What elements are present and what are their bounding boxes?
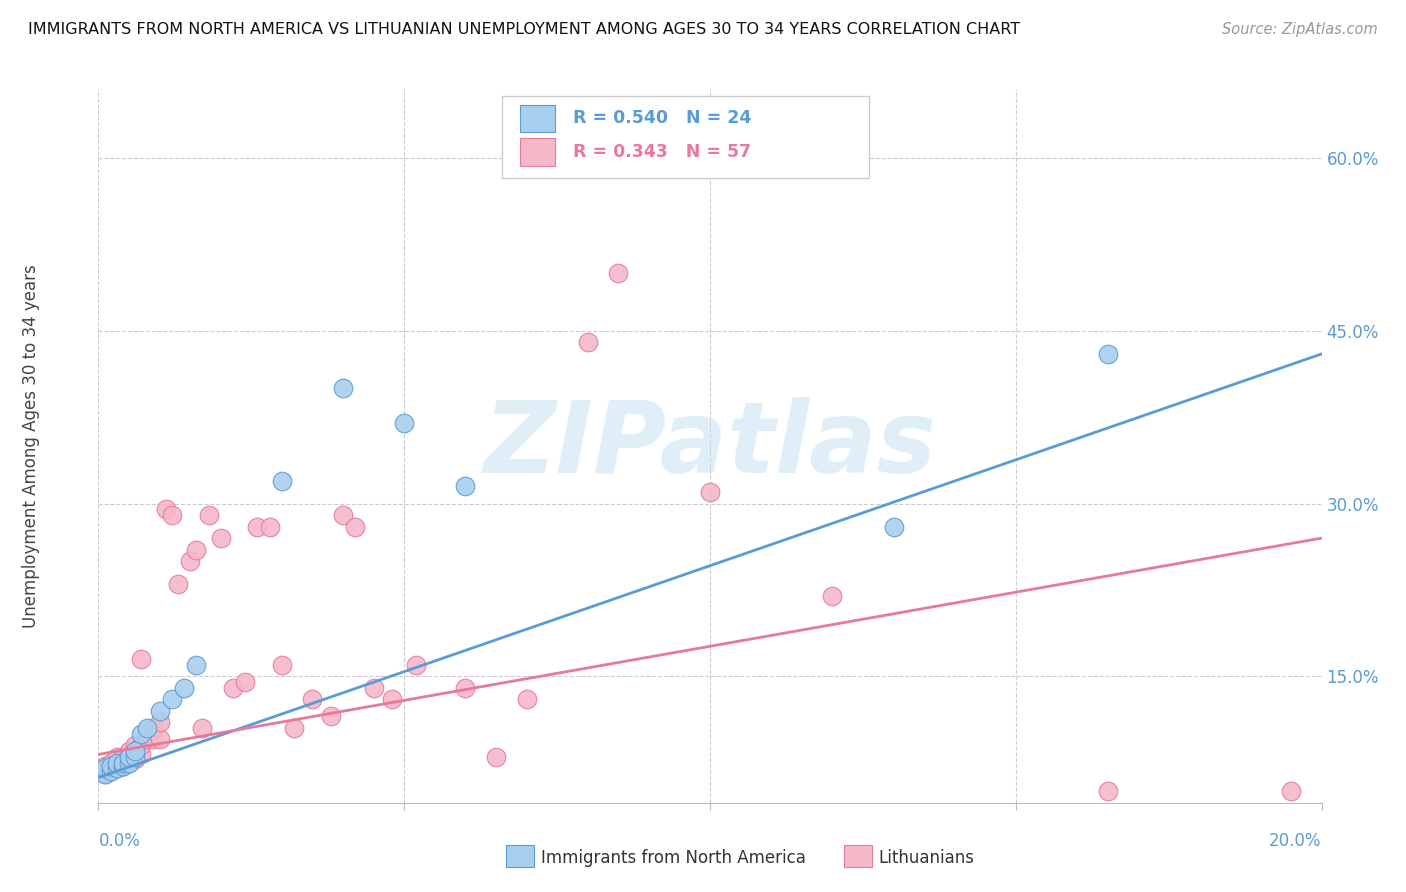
Text: Immigrants from North America: Immigrants from North America [541,849,806,867]
Point [93,759,115,773]
Point [576,335,599,350]
Point [149,715,172,730]
Point [363,681,385,695]
Point [283,721,305,735]
Point [118,744,141,758]
Point [381,692,404,706]
Point [124,747,146,762]
Point [246,519,269,533]
FancyBboxPatch shape [506,845,534,867]
Point [136,732,159,747]
FancyBboxPatch shape [844,845,872,867]
Text: Source: ZipAtlas.com: Source: ZipAtlas.com [1222,22,1378,37]
Point [111,756,134,770]
Point [197,508,219,522]
Point [105,761,128,775]
Point [118,756,141,770]
Point [93,767,115,781]
Point [100,756,122,770]
Text: R = 0.343   N = 57: R = 0.343 N = 57 [574,143,751,161]
Point [111,759,134,773]
Text: Unemployment Among Ages 30 to 34 years: Unemployment Among Ages 30 to 34 years [22,264,41,628]
Point [118,749,141,764]
Point [485,749,508,764]
Point [222,681,245,695]
Point [100,764,122,778]
Point [100,759,122,773]
Point [93,767,115,781]
Text: 0.0%: 0.0% [98,831,141,849]
Point [118,749,141,764]
Point [136,721,159,735]
Point [1097,347,1119,361]
Point [332,508,354,522]
Point [111,759,134,773]
Point [111,749,134,764]
Point [699,485,721,500]
Point [233,675,256,690]
Point [173,681,195,695]
Point [105,756,128,770]
Point [105,749,128,764]
Point [118,756,141,770]
Point [392,416,416,430]
Point [186,542,208,557]
Point [149,704,172,718]
Text: ZIPatlas: ZIPatlas [484,398,936,494]
FancyBboxPatch shape [502,96,869,178]
Text: R = 0.540   N = 24: R = 0.540 N = 24 [574,110,751,128]
Point [100,759,122,773]
Point [124,744,146,758]
Point [301,692,323,706]
Point [124,738,146,752]
Point [883,519,905,533]
Point [259,519,281,533]
Point [160,508,183,522]
Point [155,502,177,516]
Point [454,479,477,493]
FancyBboxPatch shape [520,138,555,166]
Point [1097,784,1119,798]
Point [100,764,122,778]
Point [179,554,201,568]
Point [129,727,152,741]
Point [129,747,152,762]
Point [160,692,183,706]
Point [105,756,128,770]
Point [405,657,427,672]
Point [93,761,115,775]
Point [142,732,165,747]
Point [607,266,630,280]
Point [167,577,190,591]
Point [191,721,214,735]
Point [209,531,232,545]
Text: Lithuanians: Lithuanians [879,849,974,867]
Point [454,681,477,695]
Point [129,652,152,666]
Point [821,589,844,603]
Point [186,657,208,672]
Point [319,709,342,723]
Point [516,692,538,706]
Point [93,761,115,775]
Text: IMMIGRANTS FROM NORTH AMERICA VS LITHUANIAN UNEMPLOYMENT AMONG AGES 30 TO 34 YEA: IMMIGRANTS FROM NORTH AMERICA VS LITHUAN… [28,22,1021,37]
FancyBboxPatch shape [520,105,555,132]
Point [344,519,367,533]
Point [270,474,292,488]
Point [149,732,172,747]
Point [142,721,165,735]
Point [124,752,146,766]
Point [124,749,146,764]
Point [105,761,128,775]
Point [111,756,134,770]
Point [1279,784,1302,798]
Point [129,738,152,752]
Text: 20.0%: 20.0% [1270,831,1322,849]
Point [270,657,292,672]
Point [136,727,159,741]
Point [332,381,354,395]
